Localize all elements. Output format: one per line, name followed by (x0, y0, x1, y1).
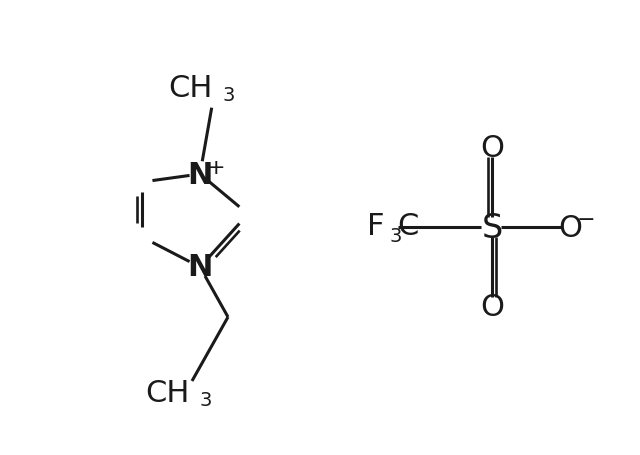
Text: CH: CH (146, 379, 190, 408)
Text: N: N (188, 160, 212, 189)
Text: O: O (558, 213, 582, 242)
Text: 3: 3 (390, 226, 402, 245)
Text: +: + (207, 157, 225, 177)
Text: C: C (397, 211, 419, 240)
Text: 3: 3 (200, 391, 212, 410)
Text: F: F (367, 211, 384, 240)
Text: CH: CH (168, 73, 213, 102)
Text: N: N (188, 253, 212, 282)
Text: S: S (481, 211, 502, 244)
Text: O: O (480, 133, 504, 162)
Text: 3: 3 (223, 86, 235, 104)
Text: −: − (577, 210, 595, 229)
Text: O: O (480, 293, 504, 322)
